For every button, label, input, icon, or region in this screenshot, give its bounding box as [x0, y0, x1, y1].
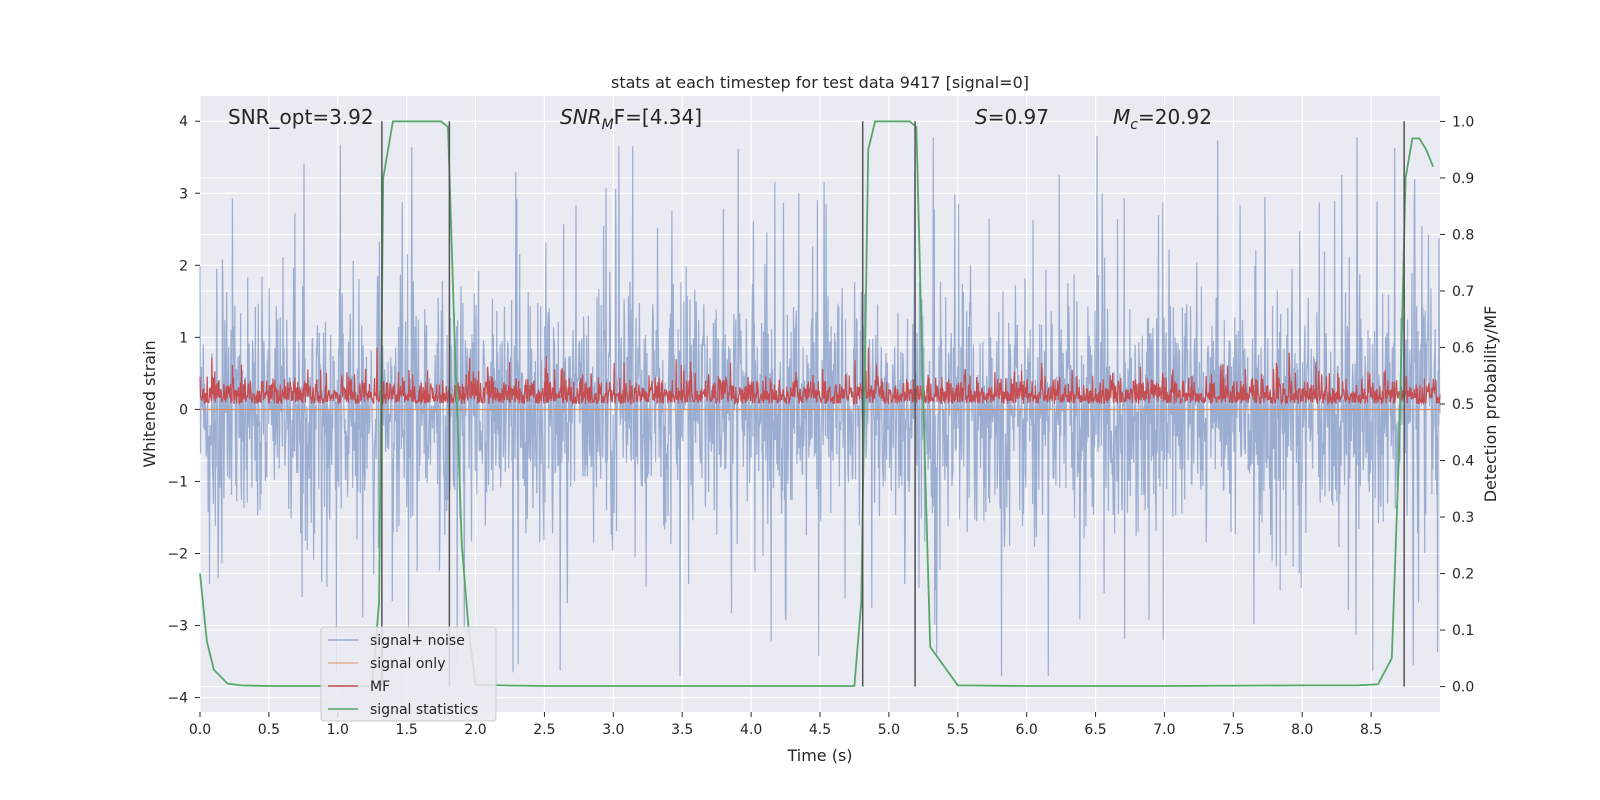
- y-right-tick-label: 0.4: [1452, 454, 1474, 470]
- y-axis-left-label: Whitened strain: [140, 340, 159, 467]
- x-tick-label: 8.0: [1291, 722, 1313, 738]
- y-left-tick-label: −2: [167, 546, 188, 562]
- legend-label-signal-noise: signal+ noise: [370, 633, 465, 649]
- x-tick-label: 2.0: [464, 722, 486, 738]
- x-tick-label: 5.5: [947, 722, 969, 738]
- x-tick-label: 4.0: [740, 722, 762, 738]
- annotation-mc-sub: c: [1130, 117, 1138, 133]
- x-tick-label: 4.5: [809, 722, 831, 738]
- annotation-snr-mf-rest: F=[4.34]: [614, 105, 702, 129]
- x-tick-label: 6.5: [1084, 722, 1106, 738]
- x-tick-label: 7.5: [1222, 722, 1244, 738]
- x-tick-label: 2.5: [533, 722, 555, 738]
- y-right-tick-label: 0.8: [1452, 227, 1474, 243]
- x-tick-label: 7.0: [1153, 722, 1175, 738]
- y-axis-left-ticks: 4 3 2 1 0 −1 −2 −3 −4: [167, 114, 200, 707]
- x-axis-ticks: 0.0 0.5 1.0 1.5 2.0 2.5 3.0 3.5 4.0 4.5 5.0 5.5 6.0 6…: [189, 712, 1382, 738]
- chart-title: stats at each timestep for test data 941…: [611, 73, 1029, 92]
- annotation-s: S=0.97: [975, 105, 1049, 129]
- y-left-tick-label: 1: [179, 330, 188, 346]
- y-right-tick-label: 0.9: [1452, 171, 1474, 187]
- annotation-snr-mf-sub: M: [602, 117, 614, 133]
- x-tick-label: 1.0: [327, 722, 349, 738]
- series-layer: [199, 120, 1441, 687]
- y-left-tick-label: 4: [179, 114, 188, 130]
- y-right-tick-label: 0.0: [1452, 680, 1474, 696]
- annotation-snr-mf: SNRMF=[4.34]: [560, 105, 702, 133]
- y-right-tick-label: 0.5: [1452, 397, 1474, 413]
- annotation-mc: Mc=20.92: [1113, 105, 1212, 133]
- y-right-tick-label: 0.3: [1452, 510, 1474, 526]
- x-tick-label: 0.5: [258, 722, 280, 738]
- legend-box: [320, 626, 497, 722]
- annotation-mc-rest: =20.92: [1138, 105, 1212, 129]
- y-right-tick-label: 0.6: [1452, 340, 1474, 356]
- series-mf-line: [199, 347, 1441, 406]
- legend-label-signal-statistics: signal statistics: [370, 702, 478, 718]
- legend-label-signal-only: signal only: [370, 656, 445, 672]
- x-tick-label: 8.5: [1360, 722, 1382, 738]
- x-tick-label: 6.0: [1016, 722, 1038, 738]
- y-left-tick-label: 3: [179, 186, 188, 202]
- y-axis-right-ticks: 1.0 0.9 0.8 0.7 0.6 0.5 0.4 0.3 0.2 0.1 0.0: [1440, 114, 1474, 696]
- vertical-markers: [381, 121, 1405, 687]
- y-right-tick-label: 0.2: [1452, 567, 1474, 583]
- y-left-tick-label: 0: [179, 402, 188, 418]
- x-axis-label: Time (s): [786, 746, 852, 765]
- y-left-tick-label: −1: [167, 474, 188, 490]
- legend: signal+ noise signal only MF signal stat…: [320, 626, 497, 722]
- y-right-tick-label: 0.1: [1452, 623, 1474, 639]
- series-signal-noise-line: [199, 135, 1441, 677]
- x-tick-label: 1.5: [396, 722, 418, 738]
- legend-label-mf: MF: [370, 679, 390, 695]
- y-right-tick-label: 0.7: [1452, 284, 1474, 300]
- annotation-snr-mf-main: SNR: [560, 105, 602, 129]
- y-axis-right-label: Detection probability/MF: [1481, 306, 1500, 503]
- x-tick-label: 3.5: [671, 722, 693, 738]
- annotation-snr-opt: SNR_opt=3.92: [228, 105, 374, 129]
- y-left-tick-label: −4: [167, 691, 188, 707]
- x-tick-label: 0.0: [189, 722, 211, 738]
- x-tick-label: 5.0: [878, 722, 900, 738]
- y-left-tick-label: 2: [179, 258, 188, 274]
- annotation-s-rest: =0.97: [988, 105, 1049, 129]
- y-left-tick-label: −3: [167, 619, 188, 635]
- y-right-tick-label: 1.0: [1452, 114, 1474, 130]
- grid: [199, 96, 1440, 712]
- x-tick-label: 3.0: [602, 722, 624, 738]
- annotation-mc-main: M: [1113, 105, 1130, 129]
- annotation-s-italic: S: [975, 105, 988, 129]
